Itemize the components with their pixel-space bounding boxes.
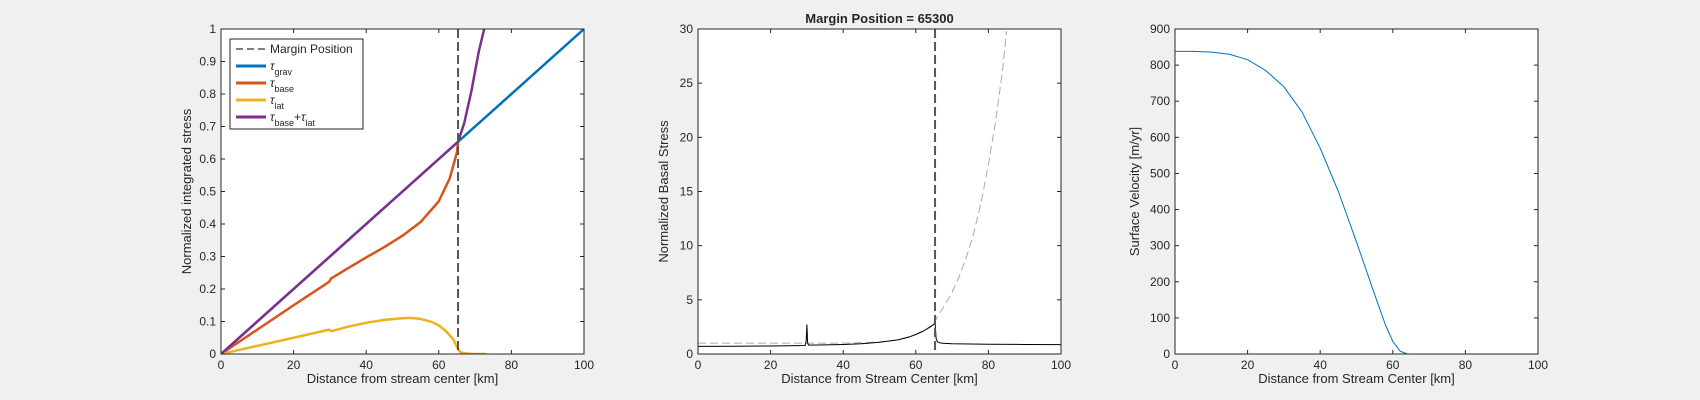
x-tick-label: 100 [1528, 358, 1548, 372]
x-tick-label: 0 [695, 358, 702, 372]
y-tick-label: 900 [1150, 22, 1170, 36]
x-tick-label: 80 [982, 358, 996, 372]
y-axis-label: Normalized Basal Stress [656, 120, 671, 263]
chart-panel-3: 0 20 40 60 80 100 0 100 200 300 400 500 600 700 800 900… [1127, 22, 1548, 386]
legend-subscript: lat [275, 101, 285, 111]
x-tick-label: 20 [1241, 358, 1255, 372]
axes-frame [1174, 28, 1539, 355]
x-tick-label: 40 [837, 358, 851, 372]
y-tick-label: 0 [686, 347, 693, 361]
y-tick-label: 400 [1150, 203, 1170, 217]
legend-label: Margin Position [270, 42, 353, 56]
y-tick-label: 200 [1150, 275, 1170, 289]
chart-panel-1: 0 20 40 60 80 100 0 0.1 0.2 0.3 0.4 0.5 0.6 0.7 0.8 0.9… [179, 22, 594, 386]
x-tick-label: 40 [360, 358, 374, 372]
y-tick-label: 30 [680, 22, 694, 36]
y-tick-label: 0.4 [199, 217, 216, 231]
y-tick-label: 20 [680, 130, 694, 144]
legend-tau: τ [270, 93, 276, 107]
plot-lines [698, 29, 1061, 354]
plot-lines [221, 29, 584, 354]
y-axis-label: Normalized integrated stress [179, 108, 194, 274]
y-tick-label: 1 [209, 22, 216, 36]
y-tick-label: 0.7 [199, 120, 216, 134]
y-tick-label: 0.8 [199, 87, 216, 101]
legend-label: τbase [270, 76, 294, 94]
x-tick-label: 60 [1386, 358, 1400, 372]
y-tick-label: 600 [1150, 130, 1170, 144]
y-tick-label: 100 [1150, 311, 1170, 325]
legend-tau: τ [270, 59, 276, 73]
chart-title: Margin Position = 65300 [805, 11, 953, 26]
legend-subscript: lat [306, 118, 316, 128]
legend-subscript: base [275, 118, 295, 128]
y-tick-label: 300 [1150, 239, 1170, 253]
x-tick-label: 80 [505, 358, 519, 372]
chart-panel-2: 0 20 40 60 80 100 0 5 10 15 20 25 30 Distance from St… [656, 11, 1071, 386]
legend-tau: τ [270, 76, 276, 90]
legend-label: τgrav [270, 59, 293, 77]
y-tick-label: 0 [1163, 347, 1170, 361]
series-line-2 [698, 322, 1061, 347]
y-tick-label: 10 [680, 239, 694, 253]
y-tick-label: 0.5 [199, 185, 216, 199]
y-tick-label: 25 [680, 76, 694, 90]
x-tick-label: 100 [1051, 358, 1071, 372]
x-tick-label: 20 [764, 358, 778, 372]
y-tick-label: 0.6 [199, 152, 216, 166]
series-line-1 [698, 31, 1008, 344]
y-axis-label: Surface Velocity [m/yr] [1127, 127, 1142, 256]
x-tick-label: 60 [432, 358, 446, 372]
plot-area [1175, 29, 1538, 354]
legend-tau: τ [270, 110, 276, 124]
y-tick-label: 0.9 [199, 55, 216, 69]
x-axis-label: Distance from Stream Center [km] [1258, 371, 1455, 386]
legend-label: τlat [270, 93, 285, 111]
plot-lines [1175, 50, 1538, 354]
series-line-2 [221, 141, 460, 354]
series-line-1 [1175, 50, 1538, 354]
legend-subscript: base [275, 84, 295, 94]
legend-subscript: grav [275, 67, 293, 77]
y-tick-label: 500 [1150, 166, 1170, 180]
y-tick-label: 0 [209, 347, 216, 361]
x-tick-label: 60 [909, 358, 923, 372]
series-line-3 [221, 316, 486, 354]
y-tick-label: 0.2 [199, 282, 216, 296]
y-tick-label: 0.3 [199, 250, 216, 264]
x-tick-label: 0 [218, 358, 225, 372]
legend-text: Margin Position [270, 42, 353, 56]
legend-label: τbase+τlat [270, 110, 316, 128]
y-tick-label: 5 [686, 293, 693, 307]
y-tick-label: 0.1 [199, 315, 216, 329]
plot-area [698, 29, 1061, 354]
x-tick-label: 20 [287, 358, 301, 372]
x-axis-label: Distance from Stream Center [km] [781, 371, 978, 386]
y-tick-label: 700 [1150, 94, 1170, 108]
x-axis-label: Distance from stream center [km] [307, 371, 498, 386]
y-tick-label: 15 [680, 185, 694, 199]
y-tick-label: 800 [1150, 58, 1170, 72]
x-tick-label: 80 [1459, 358, 1473, 372]
x-tick-label: 40 [1314, 358, 1328, 372]
legend-tau: τ [301, 110, 307, 124]
x-tick-label: 100 [574, 358, 594, 372]
legend-plus: + [294, 110, 301, 124]
x-tick-label: 0 [1172, 358, 1179, 372]
